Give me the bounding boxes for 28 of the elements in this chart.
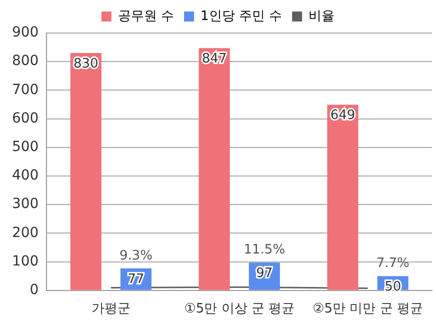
data-label: 7.7% [376, 256, 410, 271]
data-label: 11.5% [244, 242, 286, 258]
data-label: 97 [256, 266, 273, 282]
x-tick-label: ①5만 이상 군 평균 [184, 302, 295, 317]
y-tick-label: 800 [12, 53, 39, 70]
data-label: 77 [128, 272, 144, 287]
data-label: 830 [73, 56, 98, 72]
bar [198, 48, 230, 290]
bar [327, 104, 358, 290]
y-tick-label: 900 [12, 24, 39, 41]
data-label: 50 [384, 279, 402, 294]
y-tick-label: 0 [30, 282, 39, 298]
data-label: 847 [202, 52, 227, 67]
y-tick-label: 500 [12, 139, 39, 156]
legend-label: 공무원 수 [118, 8, 174, 24]
x-tick-label: ②5만 미만 군 평균 [312, 302, 423, 317]
legend-label: 1인당 주민 수 [200, 8, 282, 24]
x-tick-label: 가평군 [91, 302, 130, 317]
y-tick-label: 600 [12, 110, 39, 126]
data-label: 9.3% [119, 248, 152, 264]
y-tick-label: 700 [12, 82, 39, 98]
legend-label: 비율 [308, 8, 335, 24]
y-tick-label: 400 [12, 168, 39, 184]
y-tick-label: 200 [12, 224, 39, 241]
data-label: 649 [330, 108, 356, 124]
y-tick-label: 300 [12, 196, 39, 212]
y-tick-label: 100 [12, 253, 39, 270]
bar [70, 53, 102, 290]
